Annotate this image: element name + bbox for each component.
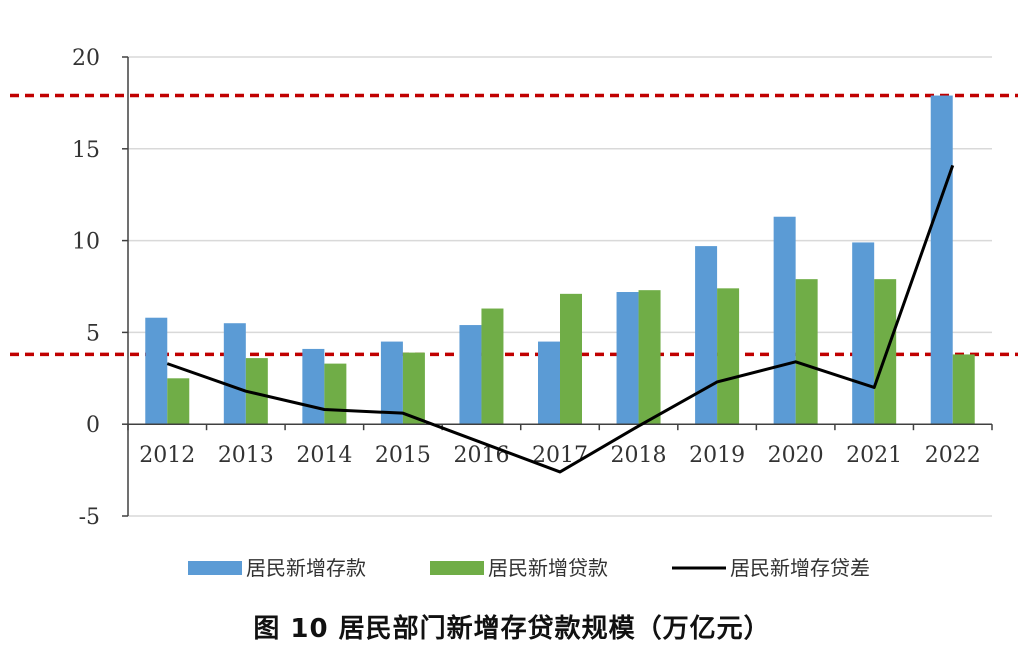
- bar-deposit: [459, 325, 482, 425]
- x-tick-label: 2015: [375, 443, 431, 468]
- x-tick-label: 2018: [611, 443, 667, 468]
- bar-deposit: [616, 292, 639, 425]
- gridlines: [128, 56, 992, 517]
- x-tick-labels: 2012 2013 2014 2015 2016 2017 2018 2019 2020 2021…: [139, 443, 980, 468]
- bar-loan: [638, 290, 661, 425]
- x-tick-label: 2022: [925, 443, 981, 468]
- bar-loan: [245, 358, 268, 425]
- legend-swatch: [430, 561, 484, 575]
- x-tick-label: 2021: [846, 443, 902, 468]
- bar-loan: [952, 354, 975, 425]
- y-tick-label: -5: [79, 505, 100, 530]
- legend-label: 居民新增贷款: [488, 556, 608, 580]
- bar-deposit: [380, 341, 403, 425]
- bar-deposit: [223, 323, 246, 425]
- y-tick-label: 10: [72, 230, 100, 255]
- legend: 居民新增存款 居民新增贷款 居民新增存贷差: [188, 556, 870, 580]
- bar-loan: [560, 293, 582, 425]
- bar-deposit: [852, 242, 875, 425]
- bar-loan: [402, 352, 425, 425]
- bar-loan: [795, 279, 818, 425]
- y-tick-label: 20: [72, 46, 100, 71]
- bar-loan: [324, 363, 347, 425]
- x-tick-label: 2019: [689, 443, 745, 468]
- bar-loan: [167, 378, 190, 425]
- x-tick-label: 2013: [218, 443, 274, 468]
- bar-deposit: [930, 95, 953, 425]
- legend-swatch: [188, 561, 242, 575]
- y-tick-label: 0: [86, 413, 100, 438]
- y-tick-label: 5: [86, 321, 100, 346]
- chart-caption: 图 10 居民部门新增存贷款规模（万亿元）: [253, 614, 771, 644]
- bar-loan: [481, 308, 504, 425]
- bars: [145, 95, 975, 425]
- x-tick-label: 2012: [139, 443, 195, 468]
- y-tick-label: 15: [72, 138, 100, 163]
- legend-label: 居民新增存贷差: [730, 556, 870, 580]
- line-series: [166, 164, 955, 474]
- reference-lines: [10, 93, 1018, 357]
- x-tick-label: 2014: [296, 443, 352, 468]
- bar-deposit: [538, 341, 560, 425]
- legend-label: 居民新增存款: [246, 556, 366, 580]
- bar-deposit: [773, 216, 796, 425]
- x-tick-label: 2020: [768, 443, 824, 468]
- x-tick-label: 2016: [453, 443, 509, 468]
- bar-loan: [874, 279, 897, 425]
- bar-loan: [717, 288, 740, 425]
- bar-deposit: [302, 348, 325, 425]
- y-tick-labels: -5 0 5 10 15 20: [72, 46, 100, 530]
- bar-deposit: [695, 246, 718, 425]
- bar-deposit: [145, 317, 168, 425]
